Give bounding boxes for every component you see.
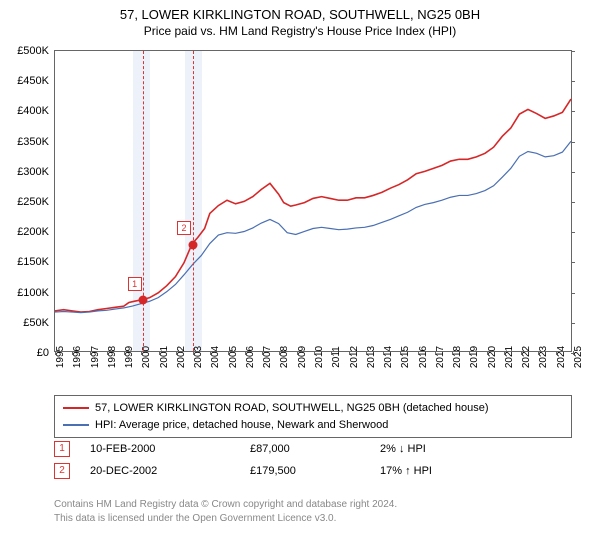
y-axis-tick-label: £300K	[17, 166, 49, 178]
y-axis-tick-label: £350K	[17, 136, 49, 148]
y-axis-tick-label: £100K	[17, 287, 49, 299]
x-axis-tick-label: 1998	[107, 346, 118, 368]
x-axis-tick-label: 2017	[435, 346, 446, 368]
legend-box: 57, LOWER KIRKLINGTON ROAD, SOUTHWELL, N…	[54, 395, 572, 438]
x-axis-tick-label: 1995	[55, 346, 66, 368]
legend-swatch	[63, 424, 89, 426]
x-axis-tick-label: 2011	[331, 346, 342, 368]
chart-subtitle: Price paid vs. HM Land Registry's House …	[0, 24, 600, 40]
sale-marker: 1	[128, 277, 142, 291]
sale-price: £179,500	[250, 465, 380, 477]
legend-label: 57, LOWER KIRKLINGTON ROAD, SOUTHWELL, N…	[95, 402, 489, 414]
sale-vs-hpi: 2% ↓ HPI	[380, 443, 480, 455]
x-axis-tick-label: 2001	[159, 346, 170, 368]
x-axis-tick-label: 2012	[349, 346, 360, 368]
x-axis-tick-label: 2007	[262, 346, 273, 368]
sale-dot	[188, 240, 197, 249]
footer-line-2: This data is licensed under the Open Gov…	[54, 512, 397, 526]
series-lines	[55, 51, 571, 352]
x-axis-tick-label: 2024	[556, 346, 567, 368]
x-axis-tick-label: 2009	[297, 346, 308, 368]
x-axis-tick-label: 2015	[400, 346, 411, 368]
x-axis-tick-label: 2019	[469, 346, 480, 368]
x-axis-tick-label: 1999	[124, 346, 135, 368]
y-axis-tick-label: £250K	[17, 196, 49, 208]
x-axis-tick-label: 2023	[538, 346, 549, 368]
sale-vs-hpi: 17% ↑ HPI	[380, 465, 480, 477]
sale-date-line	[143, 51, 144, 351]
plot-area: £0£50K£100K£150K£200K£250K£300K£350K£400…	[54, 50, 572, 352]
x-axis-tick-label: 2014	[383, 346, 394, 368]
sale-index-box: 1	[54, 441, 70, 457]
x-axis-tick-label: 2003	[193, 346, 204, 368]
sale-index-box: 2	[54, 463, 70, 479]
sale-date: 20-DEC-2002	[90, 465, 250, 477]
x-axis-tick-label: 2016	[418, 346, 429, 368]
legend-row: 57, LOWER KIRKLINGTON ROAD, SOUTHWELL, N…	[63, 400, 563, 417]
legend-row: HPI: Average price, detached house, Newa…	[63, 417, 563, 434]
x-axis-tick-label: 2010	[314, 346, 325, 368]
x-axis-tick-label: 1996	[72, 346, 83, 368]
y-axis-tick-label: £50K	[23, 317, 49, 329]
sale-date-line	[193, 51, 194, 351]
x-axis-tick-label: 2020	[487, 346, 498, 368]
sale-row: 2 20-DEC-2002£179,50017% ↑ HPI	[54, 460, 480, 482]
x-axis-tick-label: 2008	[279, 346, 290, 368]
legend-swatch	[63, 407, 89, 409]
x-axis-tick-label: 2018	[452, 346, 463, 368]
x-axis-tick-label: 2004	[210, 346, 221, 368]
x-axis-tick-label: 2013	[366, 346, 377, 368]
y-axis-tick-label: £400K	[17, 105, 49, 117]
x-axis-tick-label: 2005	[228, 346, 239, 368]
footer-line-1: Contains HM Land Registry data © Crown c…	[54, 498, 397, 512]
sale-dot	[139, 296, 148, 305]
sales-table: 1 10-FEB-2000£87,0002% ↓ HPI 2 20-DEC-2002£…	[54, 438, 480, 482]
x-axis-tick-label: 2022	[521, 346, 532, 368]
y-axis-tick-label: £450K	[17, 75, 49, 87]
chart-title: 57, LOWER KIRKLINGTON ROAD, SOUTHWELL, N…	[0, 0, 600, 24]
y-axis-tick-label: £500K	[17, 45, 49, 57]
footer-attribution: Contains HM Land Registry data © Crown c…	[54, 498, 397, 525]
x-axis-tick-label: 2006	[245, 346, 256, 368]
x-axis-tick-label: 2021	[504, 346, 515, 368]
y-axis-tick-label: £200K	[17, 226, 49, 238]
legend-label: HPI: Average price, detached house, Newa…	[95, 419, 388, 431]
sale-price: £87,000	[250, 443, 380, 455]
sale-marker: 2	[177, 221, 191, 235]
x-axis-tick-label: 2002	[176, 346, 187, 368]
x-axis-tick-label: 2025	[573, 346, 584, 368]
sale-row: 1 10-FEB-2000£87,0002% ↓ HPI	[54, 438, 480, 460]
y-axis-tick-label: £150K	[17, 256, 49, 268]
x-axis-tick-label: 1997	[90, 346, 101, 368]
y-axis-tick-label: £0	[37, 347, 49, 359]
sale-date: 10-FEB-2000	[90, 443, 250, 455]
